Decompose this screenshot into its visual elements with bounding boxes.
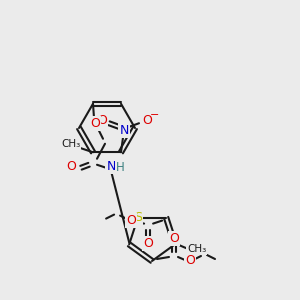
Text: S: S — [134, 211, 142, 224]
Text: O: O — [142, 114, 152, 127]
Text: H: H — [116, 161, 124, 174]
Text: O: O — [97, 114, 107, 127]
Text: −: − — [150, 110, 160, 120]
Text: O: O — [185, 254, 195, 268]
Text: N: N — [106, 160, 116, 173]
Text: N: N — [119, 124, 129, 137]
Text: O: O — [66, 160, 76, 173]
Text: CH₃: CH₃ — [187, 244, 206, 254]
Text: CH₃: CH₃ — [61, 139, 81, 149]
Text: O: O — [169, 232, 179, 244]
Text: O: O — [126, 214, 136, 227]
Text: O: O — [90, 117, 100, 130]
Text: O: O — [143, 237, 153, 250]
